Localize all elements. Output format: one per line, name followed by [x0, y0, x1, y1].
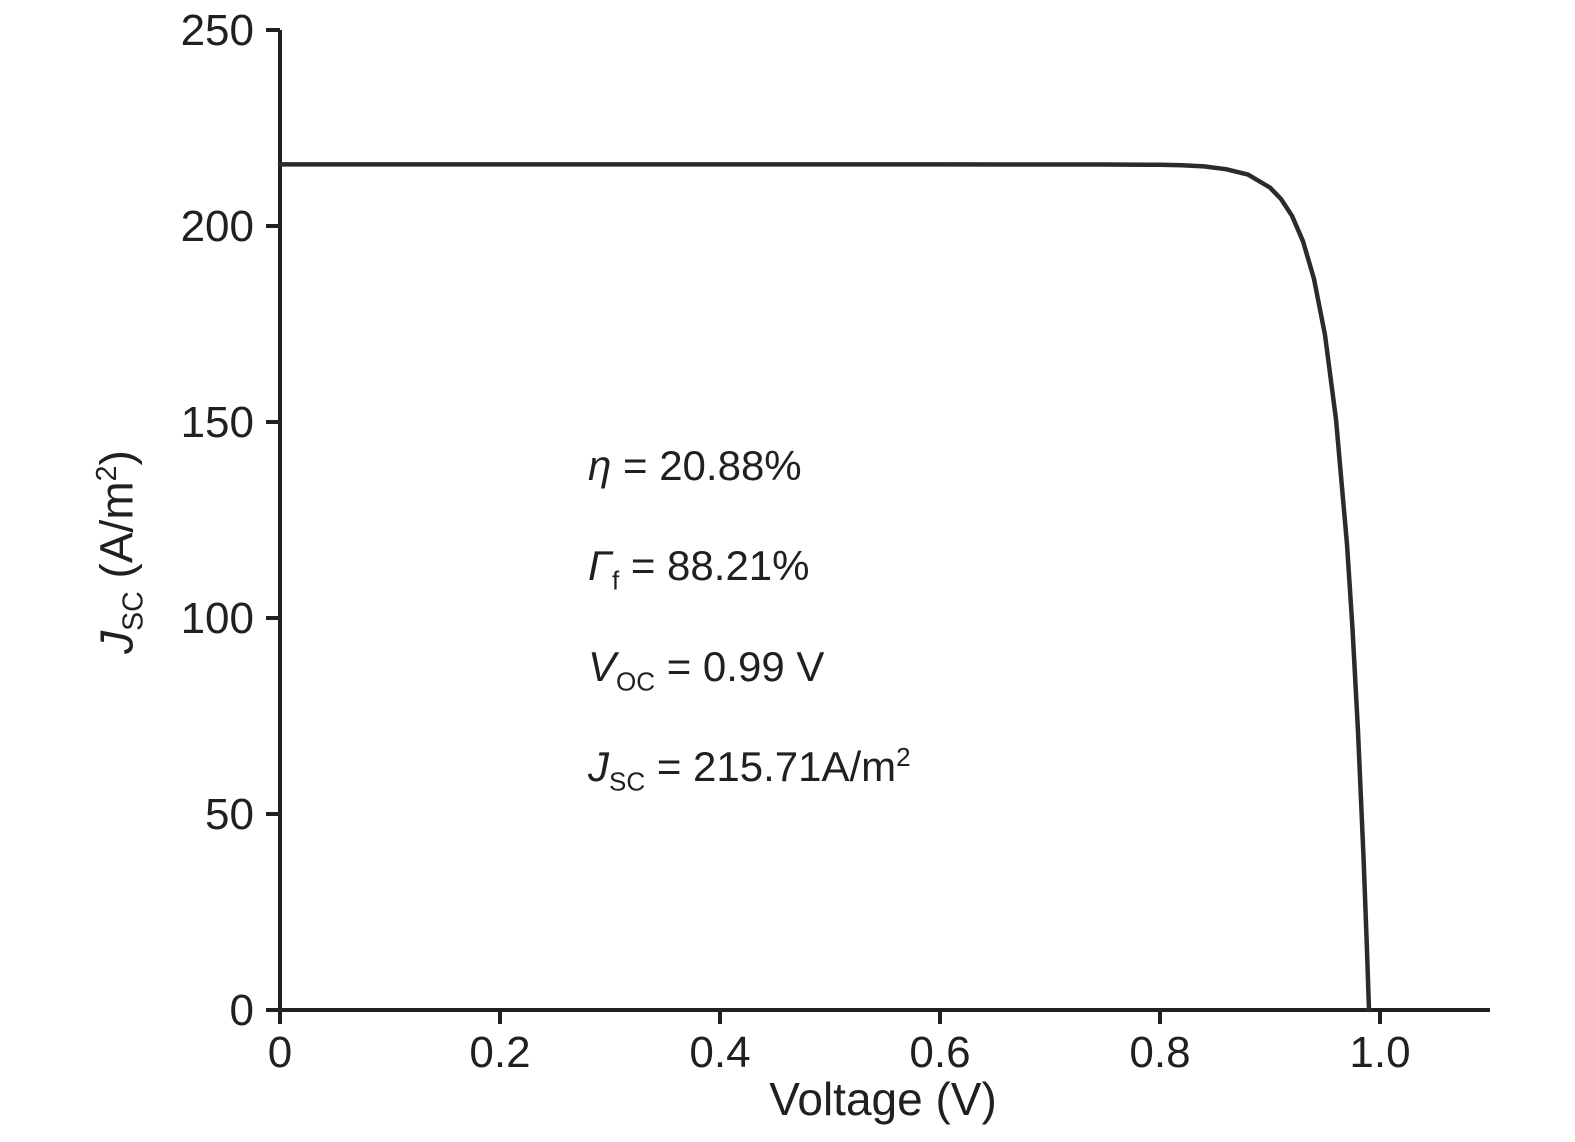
y-tick-label: 100	[181, 594, 254, 643]
annotation-superscript: 2	[896, 742, 911, 773]
x-tick-label: 0	[268, 1028, 292, 1077]
y-axis-label-superscript: 2	[91, 465, 124, 482]
y-tick-label: 0	[230, 986, 254, 1035]
annotation-short-circuit-current: JSC = 215.71A/m2	[588, 719, 911, 819]
x-tick-label: 0.6	[909, 1028, 970, 1077]
y-tick-label: 50	[205, 790, 254, 839]
y-axis-label-subscript: SC	[117, 591, 150, 631]
annotation-symbol: V	[588, 642, 617, 690]
annotation-symbol: Γ	[588, 542, 612, 590]
y-tick-label: 200	[181, 202, 254, 251]
annotation-subscript: OC	[616, 666, 656, 697]
annotation-subscript: f	[611, 565, 620, 596]
y-tick-label: 250	[181, 6, 254, 55]
annotation-value: = 215.71A/m	[645, 743, 897, 791]
annotation-subscript: SC	[609, 766, 646, 797]
annotation-fill-factor: Γf = 88.21%	[588, 518, 911, 618]
annotation-efficiency: η = 20.88%	[588, 418, 911, 518]
y-tick-label: 150	[181, 398, 254, 447]
annotation-value: = 20.88%	[611, 442, 802, 489]
x-tick-label: 0.4	[689, 1028, 750, 1077]
x-tick-label: 0.2	[469, 1028, 530, 1077]
annotation-block: η = 20.88% Γf = 88.21% VOC = 0.99 V JSC …	[588, 418, 911, 820]
annotation-symbol: η	[588, 442, 612, 489]
jv-curve-line	[277, 162, 1372, 1013]
x-tick-label: 0.8	[1129, 1028, 1190, 1077]
x-tick-label: 1.0	[1349, 1028, 1410, 1077]
annotation-value: = 88.21%	[619, 542, 810, 590]
annotation-open-circuit-voltage: VOC = 0.99 V	[588, 619, 911, 719]
y-axis-label-close: )	[90, 450, 143, 466]
y-axis-label: JSC (A/m2)	[89, 450, 150, 654]
y-axis-label-symbol: J	[90, 630, 143, 654]
x-axis-label: Voltage (V)	[769, 1073, 997, 1125]
annotation-symbol: J	[588, 743, 609, 791]
y-axis-label-units: (A/m	[90, 481, 143, 592]
annotation-value: = 0.99 V	[655, 642, 825, 690]
